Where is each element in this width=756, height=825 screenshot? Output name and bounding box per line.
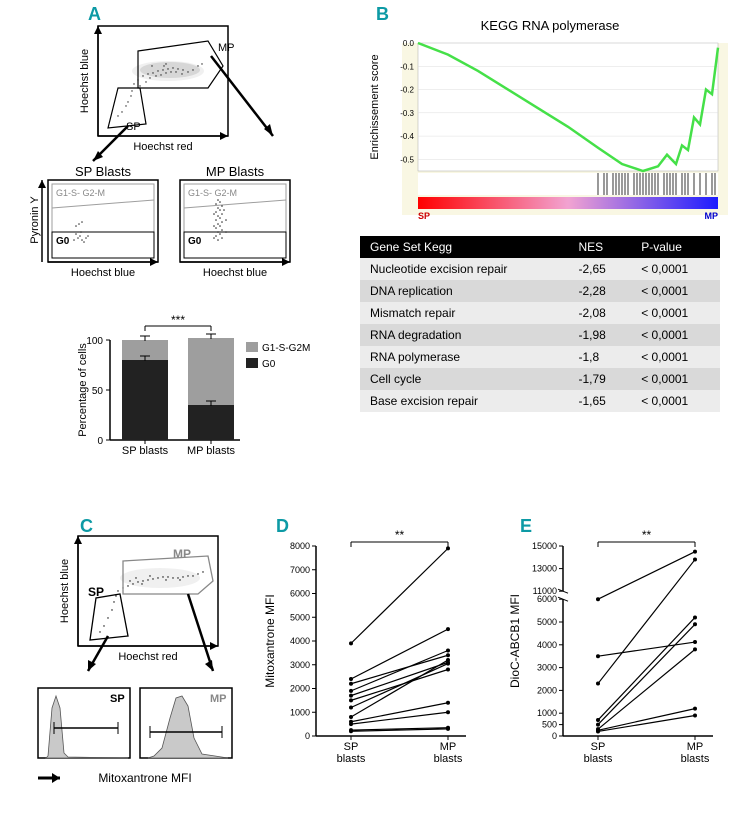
svg-text:MP: MP	[440, 741, 457, 753]
svg-text:blasts: blasts	[681, 753, 710, 765]
table-col-2: P-value	[631, 236, 720, 258]
svg-text:SP blasts: SP blasts	[122, 445, 169, 457]
sp-blasts-title: SP Blasts	[75, 164, 132, 179]
svg-text:2000: 2000	[537, 685, 557, 695]
table-col-1: NES	[568, 236, 631, 258]
svg-text:Enrichissement score: Enrichissement score	[369, 54, 381, 159]
table-row: Mismatch repair-2,08< 0,0001	[360, 302, 720, 324]
svg-text:0: 0	[552, 731, 557, 741]
svg-text:3000: 3000	[537, 663, 557, 673]
svg-text:5000: 5000	[537, 617, 557, 627]
svg-text:6000: 6000	[290, 589, 310, 599]
svg-text:SP: SP	[591, 741, 606, 753]
c-sp-label: SP	[88, 585, 104, 599]
svg-text:1000: 1000	[290, 707, 310, 717]
svg-text:2000: 2000	[290, 684, 310, 694]
svg-text:DioC-ABCB1 MFI: DioC-ABCB1 MFI	[508, 594, 522, 688]
svg-text:Percentage of cells: Percentage of cells	[77, 343, 89, 437]
mp-gate-g1: G1-S- G2-M	[188, 188, 237, 198]
axis-hoechst-red: Hoechst red	[133, 141, 192, 153]
svg-text:0.0: 0.0	[403, 39, 415, 48]
c-ylabel: Hoechst blue	[59, 559, 71, 623]
svg-text:7000: 7000	[290, 565, 310, 575]
c-sp-hist-label: SP	[110, 693, 125, 705]
svg-text:-0.1: -0.1	[400, 62, 414, 71]
svg-text:blasts: blasts	[584, 753, 613, 765]
svg-text:15000: 15000	[532, 541, 557, 551]
table-row: DNA replication-2,28< 0,0001	[360, 280, 720, 302]
gsea-title: KEGG RNA polymerase	[360, 18, 740, 33]
table-row: RNA polymerase-1,8< 0,0001	[360, 346, 720, 368]
kegg-table: Gene Set Kegg NES P-value Nucleotide exc…	[360, 236, 720, 412]
c-xlabel: Hoechst red	[118, 651, 177, 663]
svg-text:G1-S-G2M: G1-S-G2M	[262, 343, 310, 354]
svg-text:-0.5: -0.5	[400, 155, 414, 164]
mp-xlabel: Hoechst blue	[203, 267, 267, 279]
table-row: Base excision repair-1,65< 0,0001	[360, 390, 720, 412]
table-row: Cell cycle-1,79< 0,0001	[360, 368, 720, 390]
svg-text:4000: 4000	[537, 640, 557, 650]
svg-text:3000: 3000	[290, 660, 310, 670]
panel-c-svg: MP SP Hoechst red Hoechst blue SP MP	[20, 528, 250, 818]
svg-text:Mitoxantrone MFI: Mitoxantrone MFI	[263, 594, 277, 687]
panel-e-svg: 0500100020003000400050006000110001300015…	[505, 528, 745, 788]
svg-text:500: 500	[542, 720, 557, 730]
svg-text:-0.4: -0.4	[400, 132, 414, 141]
sp-gate-g0: G0	[56, 236, 70, 247]
pyronin-y-label: Pyronin Y	[29, 196, 41, 244]
c-bottom-xlabel: Mitoxantrone MFI	[98, 771, 191, 785]
mp-blasts-title: MP Blasts	[206, 164, 265, 179]
svg-text:1000: 1000	[537, 708, 557, 718]
svg-text:11000: 11000	[533, 586, 557, 596]
c-mp-label: MP	[173, 547, 191, 561]
svg-text:50: 50	[92, 386, 104, 397]
svg-text:8000: 8000	[290, 541, 310, 551]
bar-chart: 050100SP blastsMP blasts***Percentage of…	[77, 313, 310, 457]
sp-xlabel: Hoechst blue	[71, 267, 135, 279]
svg-text:MP: MP	[705, 211, 719, 221]
svg-text:MP: MP	[687, 741, 704, 753]
mp-gate-label: MP	[218, 42, 235, 54]
svg-text:**: **	[642, 528, 652, 542]
svg-text:G0: G0	[262, 359, 276, 370]
svg-text:blasts: blasts	[434, 753, 463, 765]
c-mp-hist-label: MP	[210, 693, 227, 705]
svg-text:SP: SP	[344, 741, 359, 753]
axis-hoechst-blue: Hoechst blue	[79, 49, 91, 113]
svg-text:MP blasts: MP blasts	[187, 445, 236, 457]
panel-a-svg: MP SP Hoechst red Hoechst blue SP Blasts…	[20, 20, 340, 520]
panel-d-svg: 010002000300040005000600070008000SPblast…	[260, 528, 500, 788]
panel-b-container: KEGG RNA polymerase 0.0 -0.1 -0.2 -0.3 -0.4 -…	[360, 18, 740, 412]
svg-text:blasts: blasts	[337, 753, 366, 765]
svg-text:***: ***	[171, 313, 185, 327]
svg-text:SP: SP	[418, 211, 430, 221]
svg-text:**: **	[395, 528, 405, 542]
table-row: Nucleotide excision repair-2,65< 0,0001	[360, 258, 720, 280]
gsea-plot: 0.0 -0.1 -0.2 -0.3 -0.4 -0.5 SP MP Enrichissemen…	[360, 37, 740, 225]
svg-text:5000: 5000	[290, 612, 310, 622]
svg-text:-0.3: -0.3	[400, 109, 414, 118]
table-col-0: Gene Set Kegg	[360, 236, 568, 258]
svg-text:4000: 4000	[290, 636, 310, 646]
svg-text:-0.2: -0.2	[400, 86, 414, 95]
sp-gate-g1: G1-S- G2-M	[56, 188, 105, 198]
svg-text:0: 0	[97, 436, 103, 447]
svg-text:0: 0	[305, 731, 310, 741]
table-row: RNA degradation-1,98< 0,0001	[360, 324, 720, 346]
svg-text:13000: 13000	[532, 564, 557, 574]
mp-gate-g0: G0	[188, 236, 202, 247]
